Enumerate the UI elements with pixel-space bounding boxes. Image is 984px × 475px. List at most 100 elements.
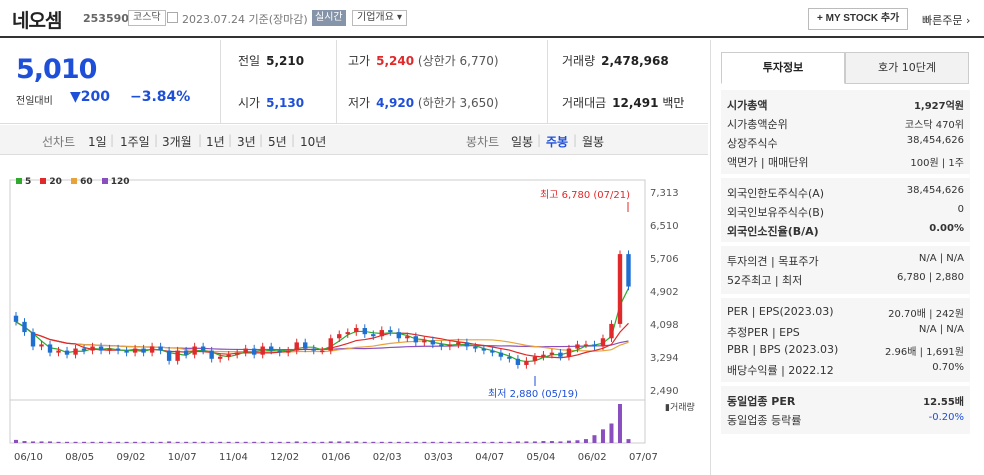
tab-10y[interactable]: 10년 bbox=[300, 135, 327, 149]
ma120-swatch bbox=[101, 178, 108, 184]
candle-body bbox=[294, 342, 299, 351]
x-tick-label: 09/02 bbox=[117, 452, 146, 463]
high-price: 고가 5,240 (상한가 6,770) bbox=[348, 52, 499, 69]
info-row-label: 동일업종 등락률 bbox=[727, 414, 802, 427]
volume-bar bbox=[507, 441, 512, 443]
volume-bar bbox=[532, 441, 537, 443]
company-overview-dropdown[interactable]: 기업개요 ▾ bbox=[352, 10, 408, 26]
tab-investment-info[interactable]: 투자정보 bbox=[721, 52, 845, 84]
candle-body bbox=[549, 352, 555, 355]
info-section-industry: 동일업종 PER 12.55배 동일업종 등락률 -0.20% bbox=[721, 386, 970, 434]
add-my-stock-button[interactable]: + MY STOCK 추가 bbox=[808, 8, 909, 30]
candle-body bbox=[430, 340, 436, 345]
legend-ma20: 20 bbox=[49, 177, 62, 187]
candle-body bbox=[490, 350, 495, 353]
volume-bar bbox=[396, 441, 401, 443]
candle-body bbox=[175, 350, 180, 361]
high-label: 고가 bbox=[348, 54, 371, 68]
info-row-label: 상장주식수 bbox=[727, 137, 778, 150]
price-pane-frame bbox=[9, 179, 646, 401]
candle-body bbox=[575, 344, 580, 349]
volume-bar bbox=[583, 439, 588, 443]
info-row: 외국인보유주식수(B) 0 bbox=[727, 202, 964, 220]
candle-body bbox=[626, 254, 631, 287]
tab-daily[interactable]: 일봉 bbox=[511, 135, 534, 149]
y-tick-label: 4,098 bbox=[650, 320, 679, 331]
candle-body bbox=[566, 348, 572, 357]
volume-bar bbox=[354, 441, 359, 443]
candle-body bbox=[388, 330, 393, 333]
candle-body bbox=[456, 342, 461, 345]
quick-order-link[interactable]: 빠른주문 › bbox=[922, 12, 970, 28]
tab-1w[interactable]: 1주일 bbox=[120, 135, 150, 149]
candle-body bbox=[64, 350, 70, 355]
current-price: 5,010 bbox=[16, 54, 97, 85]
volume-bar bbox=[56, 441, 61, 443]
info-row-value: N/A | N/A bbox=[918, 324, 964, 335]
volume-bar bbox=[541, 441, 546, 443]
candle-body bbox=[498, 352, 504, 357]
info-row: PER | EPS(2023.03) 20.70배 | 242원 bbox=[727, 303, 964, 321]
info-row-label: 시가총액순위 bbox=[727, 118, 788, 131]
info-row: 시가총액 1,927억원 bbox=[727, 95, 964, 113]
volume-bar bbox=[82, 441, 87, 443]
tab-1d[interactable]: 1일 bbox=[88, 135, 107, 149]
candle-body bbox=[609, 323, 614, 339]
volume-bar bbox=[447, 441, 452, 443]
legend-ma5: 5 bbox=[25, 177, 32, 187]
tab-3y[interactable]: 3년 bbox=[237, 135, 256, 149]
tab-monthly[interactable]: 월봉 bbox=[582, 135, 605, 149]
stock-name: 네오셈 bbox=[12, 10, 62, 32]
candle-body bbox=[541, 354, 546, 357]
y-tick-label: 3,294 bbox=[650, 353, 679, 364]
volume-bar bbox=[226, 441, 231, 443]
open-price: 시가 5,130 bbox=[238, 94, 304, 111]
candle-body bbox=[337, 334, 342, 339]
candle-body bbox=[473, 346, 478, 349]
volume-bar bbox=[549, 441, 554, 443]
info-row-label: 외국인한도주식수(A) bbox=[727, 187, 825, 200]
info-row: 배당수익률 | 2022.12 0.70% bbox=[727, 360, 964, 378]
low-value: 4,920 bbox=[376, 96, 415, 110]
open-value: 5,130 bbox=[266, 96, 305, 110]
candle-body bbox=[149, 346, 155, 353]
candle-body bbox=[592, 344, 597, 347]
candle-body bbox=[217, 356, 223, 359]
volume-bar bbox=[167, 441, 172, 443]
volume-bar bbox=[388, 441, 393, 443]
info-row: 52주최고 | 최저 6,780 | 2,880 bbox=[727, 270, 964, 288]
volume-bar bbox=[609, 423, 614, 443]
price-chart[interactable]: 7,313 6,510 5,706 4,902 4,098 3,294 2,490 06/10… bbox=[0, 156, 708, 475]
volume-bar bbox=[413, 441, 418, 443]
tab-separator: | bbox=[228, 133, 233, 147]
info-section-opinion: 투자의견 | 목표주가 N/A | N/A 52주최고 | 최저 6,780 | 2,… bbox=[721, 246, 970, 294]
tab-3m[interactable]: 3개월 bbox=[162, 135, 192, 149]
info-row-value: 100원 | 1주 bbox=[910, 158, 964, 169]
info-row-label: 동일업종 PER bbox=[727, 395, 796, 408]
volume: 거래량 2,478,968 bbox=[562, 52, 669, 69]
volume-bar bbox=[362, 441, 367, 443]
info-row: 동일업종 PER 12.55배 bbox=[727, 391, 964, 409]
realtime-badge[interactable]: 실시간 bbox=[312, 10, 346, 26]
info-row: 투자의견 | 목표주가 N/A | N/A bbox=[727, 251, 964, 269]
x-tick-label: 11/04 bbox=[219, 452, 248, 463]
tab-weekly[interactable]: 주봉 bbox=[546, 135, 569, 149]
tab-5y[interactable]: 5년 bbox=[268, 135, 287, 149]
volume-pane-frame bbox=[9, 399, 646, 444]
tab-separator: | bbox=[154, 133, 159, 147]
candle-body bbox=[22, 321, 27, 333]
x-tick-label: 05/04 bbox=[527, 452, 556, 463]
tab-1y[interactable]: 1년 bbox=[206, 135, 225, 149]
info-row-label: 외국인보유주식수(B) bbox=[727, 206, 825, 219]
volume-bar bbox=[124, 441, 129, 443]
volume-bar bbox=[31, 441, 36, 443]
x-tick-label: 10/07 bbox=[168, 452, 197, 463]
info-row: 외국인소진율(B/A) 0.00% bbox=[727, 221, 964, 239]
info-row: 상장주식수 38,454,626 bbox=[727, 133, 964, 151]
volume-bar bbox=[252, 441, 257, 443]
tab-order-book[interactable]: 호가 10단계 bbox=[845, 52, 969, 84]
candle-body bbox=[515, 358, 521, 365]
volume-bar bbox=[430, 441, 435, 443]
candle-body bbox=[115, 348, 121, 351]
candle-body bbox=[447, 344, 453, 347]
